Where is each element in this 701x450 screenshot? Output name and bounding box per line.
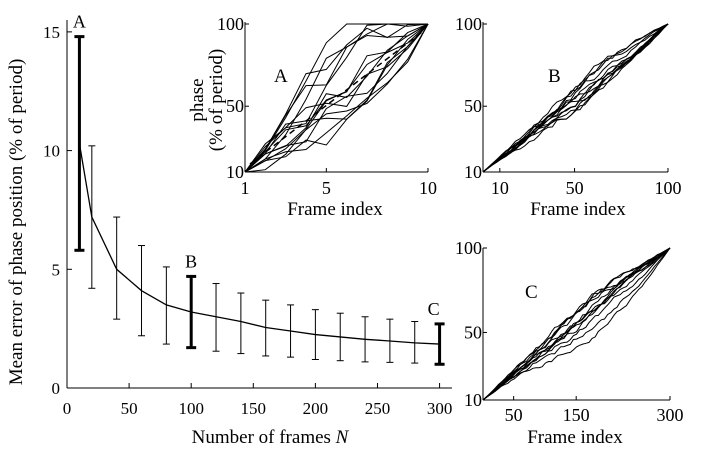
inset-a-series-line xyxy=(244,23,429,173)
inset-a-panel-label: A xyxy=(274,66,288,87)
inset-b-series-line xyxy=(482,23,669,173)
main-x-tick-label: 0 xyxy=(63,399,72,418)
inset-c-x-tick-label: 300 xyxy=(657,405,684,425)
main-y-axis-label: Mean error of phase position (% of perio… xyxy=(6,59,27,386)
inset-b-series-line xyxy=(482,23,669,173)
inset-a-series-line xyxy=(244,23,428,173)
main-y-tick-label: 15 xyxy=(43,23,60,42)
inset-c-series-line xyxy=(482,247,671,401)
main-y-tick-label: 10 xyxy=(43,142,60,161)
inset-a-series-line xyxy=(244,23,429,173)
inset-a-x-axis-label: Frame index xyxy=(287,199,383,220)
inset-b: 10 50 100 10 50 100 B Frame index xyxy=(455,14,682,220)
inset-c-x-tick-label: 150 xyxy=(563,405,590,425)
inset-b-y-tick-label: 100 xyxy=(455,14,482,34)
inset-c-y-tick-label: 100 xyxy=(455,238,482,258)
main-x-axis-label: Number of frames N xyxy=(192,427,350,448)
main-y-tick-label: 0 xyxy=(52,379,61,398)
inset-c-series-line xyxy=(482,247,671,401)
main-y-tick-label: 5 xyxy=(52,260,61,279)
main-error-bar-highlight-a: A xyxy=(73,12,86,252)
inset-b-x-tick-label: 100 xyxy=(655,178,682,198)
inset-a-series-line xyxy=(244,23,429,173)
inset-b-y-tick-label: 50 xyxy=(464,96,482,116)
inset-b-series-line xyxy=(482,23,669,173)
inset-a-y-tick-label: 50 xyxy=(226,96,244,116)
inset-a-y-axis-label: phase xyxy=(187,78,208,121)
main-x-tick-label: 250 xyxy=(365,399,391,418)
inset-c-series-line xyxy=(482,247,671,401)
main-x-tick-label: 200 xyxy=(303,399,329,418)
inset-a-x-tick-label: 1 xyxy=(241,178,250,198)
inset-c-series-line xyxy=(482,247,671,401)
inset-b-series-line xyxy=(482,23,669,173)
main-highlight-label: A xyxy=(73,12,86,32)
inset-c-x-tick-label: 50 xyxy=(505,405,523,425)
inset-a-series-line xyxy=(244,23,429,173)
main-highlight-label: C xyxy=(428,299,440,319)
inset-a-x-tick-label: 5 xyxy=(322,178,331,198)
inset-b-x-tick-label: 50 xyxy=(566,178,584,198)
main-error-bar-highlight-c: C xyxy=(428,299,445,366)
inset-b-x-tick-label: 10 xyxy=(491,178,509,198)
inset-b-series-line xyxy=(482,23,669,173)
inset-c-panel-label: C xyxy=(525,282,538,303)
main-error-bar-highlight-b: B xyxy=(185,251,197,350)
main-highlight-label: B xyxy=(185,251,197,271)
main-x-tick-label: 50 xyxy=(121,399,138,418)
inset-a-x-tick-label: 10 xyxy=(419,178,437,198)
inset-c-y-tick-label: 10 xyxy=(464,390,482,410)
main-error-bar xyxy=(237,292,245,355)
main-x-tick-label: 100 xyxy=(178,399,204,418)
inset-a-y-axis-label-2: (% of period) xyxy=(206,49,227,151)
inset-b-panel-label: B xyxy=(548,66,561,87)
inset-a-series-line xyxy=(244,23,429,173)
inset-a-series-line xyxy=(244,23,429,173)
inset-c-x-axis-label: Frame index xyxy=(527,427,623,448)
inset-b-x-axis-label: Frame index xyxy=(530,199,626,220)
inset-b-series-line xyxy=(482,23,669,173)
inset-c: 50 150 300 10 50 100 C Frame index xyxy=(455,238,684,448)
inset-a-mean-dashed-line xyxy=(249,31,423,165)
inset-a: 1 5 10 10 50 100 A Frame index phase (% of pe… xyxy=(187,14,437,220)
main-x-tick-label: 300 xyxy=(427,399,453,418)
inset-a-y-tick-label: 100 xyxy=(217,14,244,34)
main-x-tick-label: 150 xyxy=(241,399,267,418)
inset-c-series-line xyxy=(482,247,671,401)
inset-b-series-line xyxy=(482,23,669,173)
inset-b-y-tick-label: 10 xyxy=(464,162,482,182)
inset-a-series-line xyxy=(244,23,429,173)
inset-c-y-tick-label: 50 xyxy=(464,322,482,342)
main-mean-line xyxy=(78,143,440,345)
inset-a-y-tick-label: 10 xyxy=(226,162,244,182)
